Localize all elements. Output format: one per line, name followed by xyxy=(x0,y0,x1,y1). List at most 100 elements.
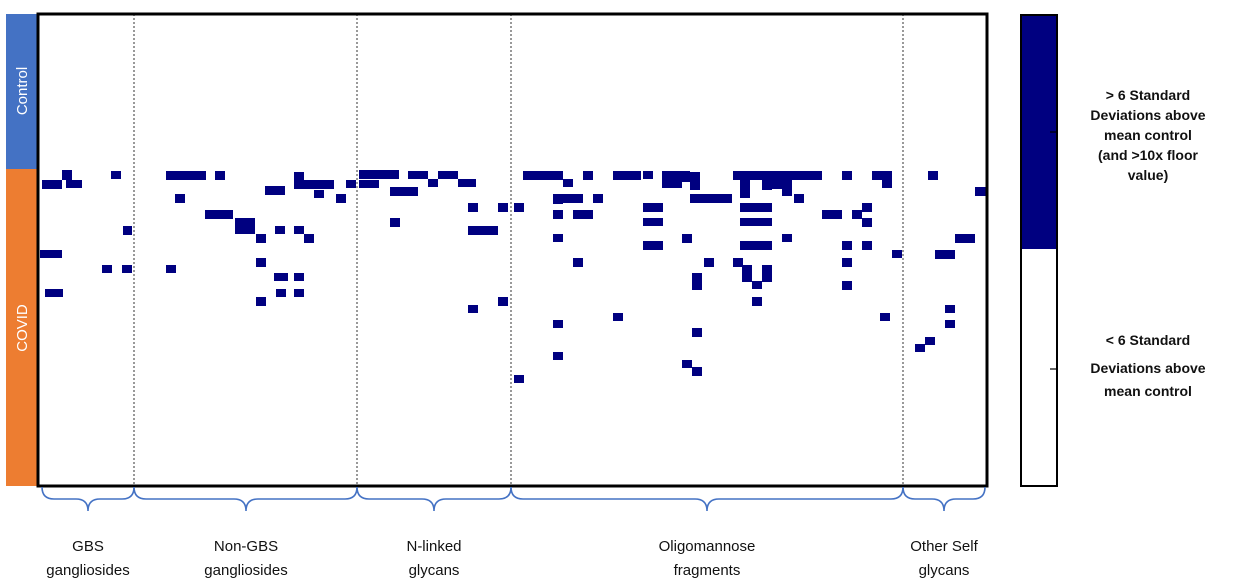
heatmap-cell xyxy=(294,172,304,182)
column-group-brackets xyxy=(41,486,986,512)
heatmap-cell xyxy=(166,265,176,273)
legend-low-line2: Deviations above xyxy=(1090,360,1205,376)
heatmap-cell xyxy=(553,194,563,204)
bracket-other-self xyxy=(902,486,986,512)
heatmap-cell xyxy=(975,187,987,196)
heatmap-cell xyxy=(275,226,285,234)
heatmap-cell xyxy=(740,203,772,212)
heatmap-cell xyxy=(643,218,663,226)
heatmap-cell xyxy=(438,171,458,179)
heatmap-cell xyxy=(45,289,63,297)
heatmap-cell xyxy=(842,241,852,250)
heatmap-cell xyxy=(428,179,438,187)
heatmap-cell xyxy=(166,171,206,180)
heatmap-cell xyxy=(573,258,583,267)
heatmap-cell xyxy=(733,171,753,180)
heatmap-cell xyxy=(935,250,955,259)
legend-high-line4: (and >10x floor xyxy=(1098,147,1199,163)
heatmap-cell xyxy=(205,210,233,219)
heatmap-cell xyxy=(662,171,690,182)
legend-low-line3: mean control xyxy=(1104,383,1192,399)
heatmap-cell xyxy=(690,172,700,190)
heatmap-cell xyxy=(752,297,762,306)
column-group-gbs-line2: gangliosides xyxy=(46,562,129,579)
bracket-n-linked xyxy=(356,486,512,512)
heatmap-cell xyxy=(563,179,573,187)
heatmap-cell xyxy=(643,171,653,179)
heatmap-cell xyxy=(733,258,743,267)
heatmap-cell xyxy=(862,241,872,250)
heatmap-cell xyxy=(314,190,324,198)
row-group-covid-label: COVID xyxy=(14,304,31,352)
heatmap-cell xyxy=(740,180,750,198)
heatmap-cell xyxy=(359,170,399,179)
heatmap-cell xyxy=(294,273,304,281)
legend-low-swatch xyxy=(1021,249,1057,486)
heatmap-cell xyxy=(111,171,121,179)
heatmap-cell xyxy=(583,171,593,180)
bracket-non-gbs xyxy=(133,486,358,512)
heatmap-cell xyxy=(822,210,842,219)
heatmap-cell xyxy=(294,226,304,234)
heatmap-cell xyxy=(862,218,872,227)
heatmap-cell xyxy=(276,289,286,297)
heatmap-cell xyxy=(692,273,702,290)
heatmap-cell xyxy=(235,218,255,234)
heatmap-cell xyxy=(692,328,702,337)
heatmap-cell xyxy=(408,171,428,179)
legend-high-line1: > 6 Standard xyxy=(1106,87,1190,103)
legend-frame xyxy=(1020,14,1058,487)
heatmap-cell xyxy=(390,187,418,196)
column-group-non-gbs-line1: Non-GBS xyxy=(214,538,278,555)
heatmap-cell xyxy=(643,241,663,250)
column-group-oligomannose-line1: Oligomannose xyxy=(659,538,756,555)
heatmap-cell xyxy=(928,171,938,180)
heatmap-cell xyxy=(842,171,852,180)
bracket-gbs xyxy=(41,486,135,512)
heatmap-cell xyxy=(256,258,266,267)
heatmap-cell xyxy=(762,171,822,180)
heatmap-cell xyxy=(740,218,772,226)
column-group-gbs-line1: GBS xyxy=(72,538,104,555)
heatmap-cell xyxy=(458,179,476,187)
heatmap-cell xyxy=(256,234,266,243)
column-group-non-gbs-line2: gangliosides xyxy=(204,562,287,579)
heatmap-cell xyxy=(613,171,641,180)
group-separators xyxy=(133,14,904,486)
heatmap-cell xyxy=(782,234,792,242)
heatmap-cell xyxy=(514,203,524,212)
heatmap-cell xyxy=(215,171,225,180)
legend-high-line3: mean control xyxy=(1104,127,1192,143)
heatmap-cell xyxy=(882,180,892,188)
heatmap-cell xyxy=(498,203,508,212)
heatmap-cell xyxy=(682,234,692,243)
heatmap-cell xyxy=(794,194,804,203)
heatmap-cell xyxy=(955,234,975,243)
heatmap-cell xyxy=(514,375,524,383)
row-group-control-bar xyxy=(6,14,37,169)
heatmap-cell xyxy=(925,337,935,345)
heatmap-cell xyxy=(553,210,563,219)
heatmap-cells xyxy=(40,170,987,383)
heatmap-cell xyxy=(872,171,892,180)
heatmap-cell xyxy=(390,218,400,227)
heatmap-cell xyxy=(265,186,285,195)
heatmap-cell xyxy=(294,289,304,297)
heatmap-cell xyxy=(740,241,772,250)
heatmap-cell xyxy=(336,194,346,203)
heatmap-cell xyxy=(294,180,334,189)
legend-high-line2: Deviations above xyxy=(1090,107,1205,123)
heatmap-cell xyxy=(945,320,955,328)
heatmap-cell xyxy=(573,210,593,219)
heatmap-cell xyxy=(40,250,62,258)
heatmap-cell xyxy=(772,180,792,189)
heatmap-cell xyxy=(643,203,663,212)
heatmap-cell xyxy=(66,180,82,188)
heatmap-cell xyxy=(346,180,356,188)
bracket-oligomannose xyxy=(510,486,904,512)
heatmap-cell xyxy=(892,250,902,258)
heatmap-cell xyxy=(256,297,266,306)
heatmap-cell xyxy=(762,172,772,190)
heatmap-cell xyxy=(468,305,478,313)
